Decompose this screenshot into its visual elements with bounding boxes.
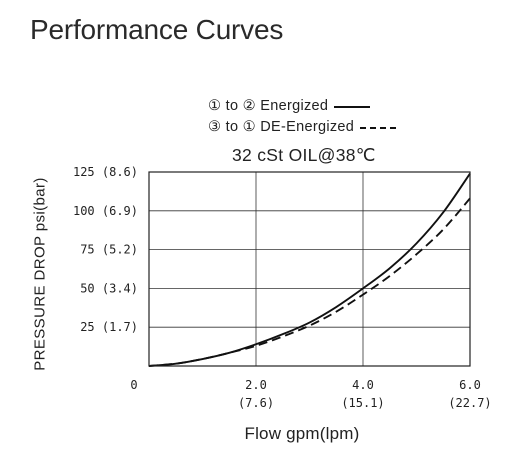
legend-item-de-energized: ③ to ① DE-Energized	[208, 117, 438, 138]
x-axis-label: Flow gpm(lpm)	[244, 424, 360, 443]
plot-frame	[148, 171, 471, 367]
legend-swatch-solid	[334, 105, 371, 108]
y-tick-label: 50 (3.4)	[80, 281, 138, 295]
legend-label-de-energized: ③ to ① DE-Energized	[208, 119, 355, 135]
y-tick-label: 75 (5.2)	[80, 243, 138, 257]
y-tick-label: 25 (1.7)	[80, 320, 138, 334]
x-tick-label: 4.0	[352, 378, 374, 392]
y-tick-label: 100 (6.9)	[73, 204, 138, 218]
x-tick-sublabel: (22.7)	[448, 396, 491, 410]
x-tick-label: 2.0	[245, 378, 267, 392]
legend-swatch-dashed	[360, 126, 397, 129]
y-tick-label: 125 (8.6)	[73, 165, 138, 179]
series-line-de-energized	[148, 197, 471, 367]
x-tick-label: 6.0	[459, 378, 481, 392]
legend-label-energized: ① to ② Energized	[208, 98, 329, 114]
legend-item-energized: ① to ② Energized	[208, 96, 438, 117]
x-tick-sublabel: (15.1)	[341, 396, 384, 410]
x-tick-sublabel: (7.6)	[238, 396, 274, 410]
x-tick-label: 0	[130, 378, 137, 392]
series-line-energized	[148, 173, 471, 367]
chart-subtitle: 32 cSt OIL@38℃	[232, 145, 376, 165]
page-title: Performance Curves	[30, 14, 284, 45]
chart-legend: ① to ② Energized ③ to ① DE-Energized	[208, 96, 438, 138]
